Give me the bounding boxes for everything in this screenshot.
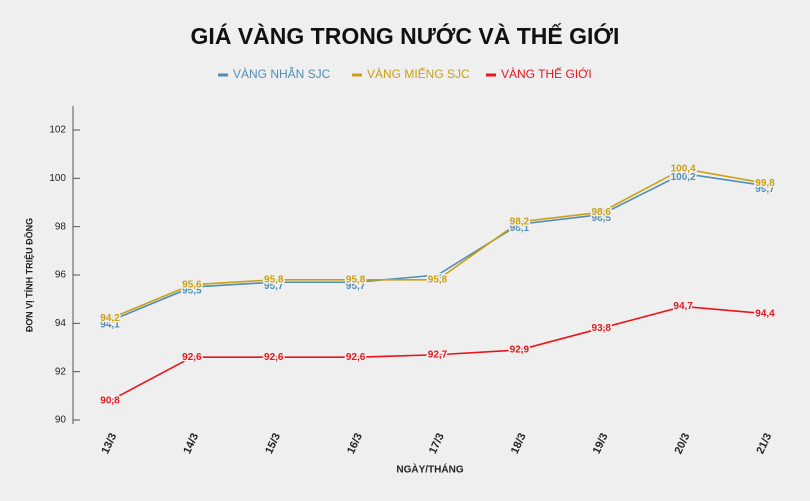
legend-label: VÀNG MIẾNG SJC (367, 66, 470, 81)
data-label: 98,5 (592, 213, 612, 224)
data-label: 95,8 (264, 274, 284, 285)
chart-title: GIÁ VÀNG TRONG NƯỚC VÀ THẾ GIỚI (191, 22, 620, 49)
data-label: 99,7 (755, 184, 775, 195)
data-label: 95,5 (182, 286, 202, 297)
data-label: 90,8 (100, 395, 120, 406)
series-line (109, 305, 766, 402)
data-label: 96 (432, 274, 444, 285)
data-label: 99,8 (755, 178, 775, 189)
y-tick-label: 98 (55, 221, 67, 232)
legend-label: VÀNG NHẪN SJC (233, 66, 331, 81)
data-label: 92,6 (182, 352, 202, 363)
data-label: 95,8 (428, 274, 448, 285)
data-label: 92,6 (346, 352, 366, 363)
y-tick-label: 92 (55, 366, 67, 377)
series-line (109, 167, 766, 320)
y-tick-label: 90 (55, 415, 67, 426)
data-label: 98,6 (592, 207, 612, 218)
y-tick-label: 94 (55, 318, 67, 329)
data-label: 93,8 (592, 323, 612, 334)
data-label: 100,2 (671, 172, 696, 183)
series-line (109, 172, 766, 322)
data-label: 95,6 (182, 279, 202, 290)
data-label: 98,2 (510, 216, 530, 227)
data-label: 95,7 (346, 281, 366, 292)
data-label: 92,7 (428, 349, 448, 360)
data-label: 94,7 (673, 301, 693, 312)
data-label: 100,4 (671, 163, 696, 174)
y-axis-label: ĐƠN VỊ TÍNH TRIỆU ĐỒNG (23, 218, 34, 332)
data-label: 98,1 (510, 223, 530, 234)
data-label: 92,6 (264, 352, 284, 363)
y-tick-label: 96 (55, 270, 67, 281)
y-tick-label: 102 (49, 125, 66, 136)
data-label: 94,1 (100, 320, 120, 331)
data-label: 95,7 (264, 281, 284, 292)
data-label: 94,4 (755, 308, 775, 319)
x-axis-label: NGÀY/THÁNG (396, 463, 463, 476)
data-label: 94,2 (100, 313, 120, 324)
data-label: 95,8 (346, 274, 366, 285)
data-label: 92,9 (510, 345, 530, 356)
y-tick-label: 100 (49, 173, 66, 184)
legend-label: VÀNG THẾ GIỚI (501, 66, 592, 81)
